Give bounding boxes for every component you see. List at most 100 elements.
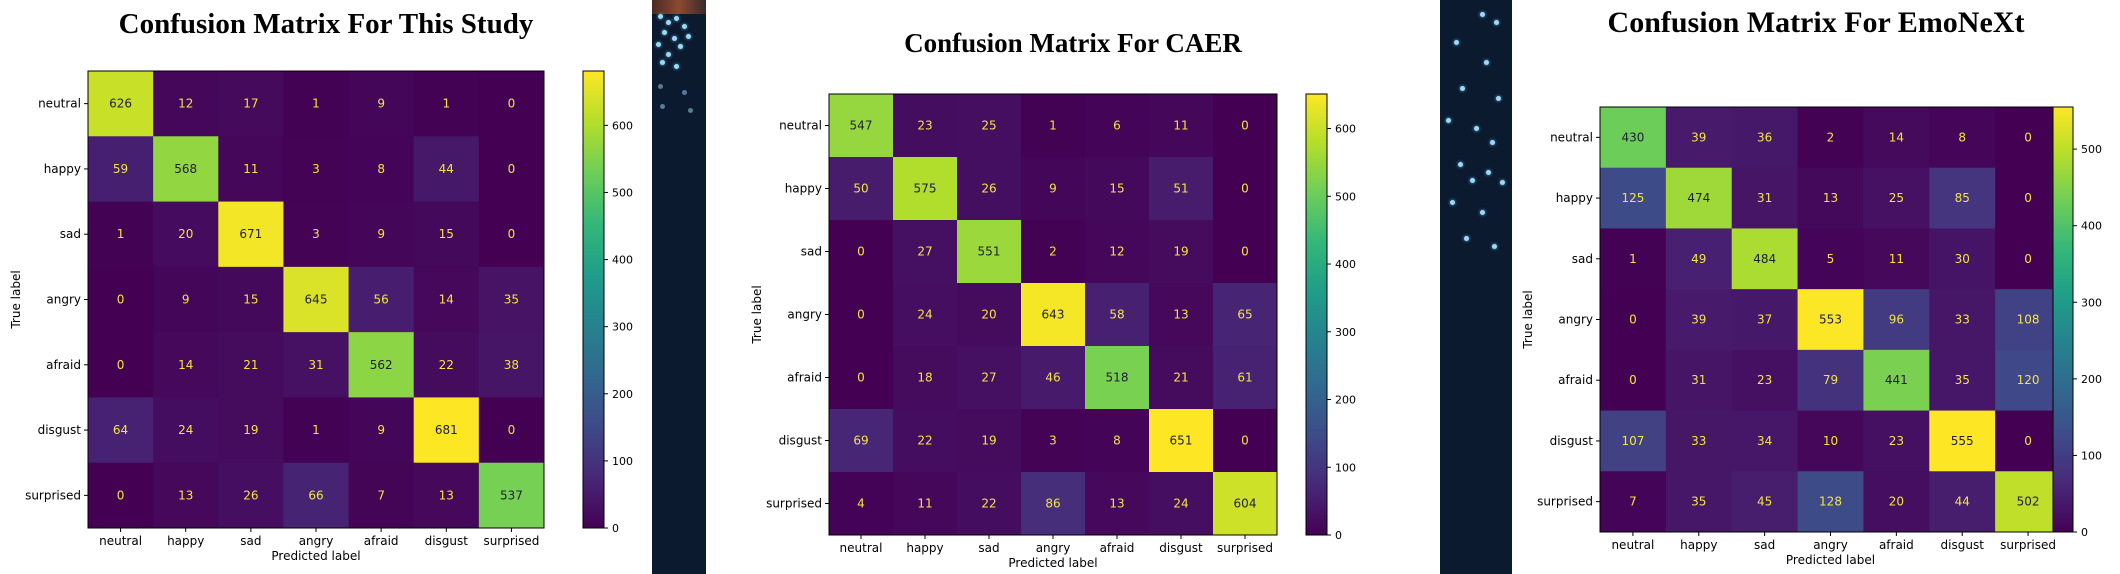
cell-value-label: 85	[1955, 191, 1970, 205]
heatmap-cell	[1213, 472, 1278, 536]
heatmap-cell	[283, 462, 350, 529]
cell-value-label: 1	[312, 97, 320, 111]
heatmap-cell	[348, 462, 415, 529]
y-tick-label: neutral	[1550, 130, 1593, 144]
cell-value-label: 44	[1955, 495, 1970, 509]
y-tick-label: disgust	[38, 423, 82, 437]
heatmap-cell	[1995, 107, 2062, 169]
cell-value-label: 553	[1819, 313, 1842, 327]
cell-value-label: 645	[305, 293, 328, 307]
heatmap-cell	[88, 332, 154, 398]
heatmap-cell	[88, 266, 154, 333]
heatmap-cell	[1665, 107, 1733, 169]
x-tick-label: happy	[1680, 538, 1717, 552]
cell-value-label: 6	[1113, 119, 1121, 133]
heatmap-cell	[1149, 346, 1214, 410]
cell-value-label: 14	[439, 293, 454, 307]
cell-value-label: 25	[1889, 191, 1904, 205]
y-tick-label: afraid	[787, 371, 822, 385]
cell-value-label: 20	[981, 308, 996, 322]
heatmap-cell	[1600, 228, 1667, 290]
cell-value-label: 518	[1106, 371, 1129, 385]
heatmap-cell	[1149, 157, 1214, 221]
cell-value-label: 19	[1173, 245, 1188, 259]
heatmap-cell	[1995, 410, 2062, 472]
y-tick-label: afraid	[46, 358, 81, 372]
y-tick-label: disgust	[779, 434, 823, 448]
y-tick-label: angry	[787, 308, 822, 322]
cell-value-label: 24	[1173, 497, 1188, 511]
heatmap-cell	[1085, 94, 1150, 158]
cell-value-label: 0	[508, 227, 516, 241]
cell-value-label: 9	[1049, 182, 1057, 196]
heatmap-cell	[893, 283, 958, 347]
y-tick-label: disgust	[1550, 434, 1594, 448]
heatmap-cell	[348, 71, 415, 137]
heatmap-cell	[1995, 167, 2062, 229]
heatmap-cell	[1731, 228, 1799, 290]
heatmap-cell	[348, 266, 415, 333]
heatmap-cell	[829, 472, 894, 536]
heatmap-cell	[1731, 289, 1799, 351]
x-axis-label: Predicted label	[1786, 553, 1875, 567]
colorbar	[1305, 93, 1328, 536]
heatmap-cell	[1149, 220, 1214, 284]
x-tick-label: happy	[167, 534, 204, 548]
heatmap-cell	[88, 71, 154, 137]
colorbar-tick-label: 100	[2081, 449, 2102, 462]
cell-value-label: 8	[377, 162, 385, 176]
heatmap-cell	[1021, 283, 1086, 347]
y-tick-label: angry	[1558, 313, 1593, 327]
cell-value-label: 46	[1045, 371, 1060, 385]
cell-value-label: 3	[312, 162, 320, 176]
cell-value-label: 13	[178, 488, 193, 502]
heatmap-cell	[478, 136, 545, 203]
cell-value-label: 23	[917, 119, 932, 133]
x-tick-label: sad	[978, 541, 999, 555]
cell-value-label: 15	[439, 227, 454, 241]
cell-value-label: 9	[377, 227, 385, 241]
colorbar-tick-label: 400	[612, 254, 633, 267]
colorbar	[2052, 106, 2074, 533]
cell-value-label: 5	[1827, 252, 1835, 266]
cell-value-label: 537	[500, 488, 523, 502]
heatmap-cell	[1665, 167, 1733, 229]
x-tick-label: angry	[299, 534, 334, 548]
x-tick-label: angry	[1813, 538, 1848, 552]
heatmap-cell	[1797, 228, 1864, 290]
heatmap-cell	[1600, 167, 1667, 229]
cell-value-label: 12	[1109, 245, 1124, 259]
cell-value-label: 7	[1629, 495, 1637, 509]
y-tick-label: happy	[44, 162, 81, 176]
cell-value-label: 14	[1889, 130, 1904, 144]
y-tick-label: angry	[46, 293, 81, 307]
y-tick-label: sad	[60, 227, 81, 241]
cell-value-label: 26	[243, 488, 258, 502]
cell-value-label: 0	[508, 162, 516, 176]
cell-value-label: 86	[1045, 497, 1060, 511]
y-tick-label: surprised	[25, 488, 81, 502]
cell-value-label: 0	[2024, 252, 2032, 266]
cell-value-label: 547	[850, 119, 873, 133]
cell-value-label: 8	[1113, 434, 1121, 448]
cell-value-label: 45	[1757, 495, 1772, 509]
cell-value-label: 604	[1234, 497, 1257, 511]
heatmap-cell	[1995, 471, 2062, 533]
cell-value-label: 23	[1757, 373, 1772, 387]
heatmap-cell	[1731, 349, 1799, 412]
cell-value-label: 22	[917, 434, 932, 448]
heatmap-cell	[478, 201, 545, 268]
cell-value-label: 11	[917, 497, 932, 511]
heatmap-cell	[283, 136, 350, 203]
colorbar-tick-label: 100	[1335, 461, 1356, 474]
cell-value-label: 35	[1955, 373, 1970, 387]
heatmap-cell	[893, 157, 958, 221]
cell-value-label: 37	[1757, 313, 1772, 327]
heatmap-cell	[218, 136, 284, 203]
colorbar-tick-label: 500	[2081, 143, 2102, 156]
heatmap-cell	[1929, 289, 1996, 351]
cell-value-label: 1	[312, 423, 320, 437]
separator-strip-right	[1440, 0, 1512, 574]
cell-value-label: 0	[117, 488, 125, 502]
cell-value-label: 128	[1819, 495, 1842, 509]
